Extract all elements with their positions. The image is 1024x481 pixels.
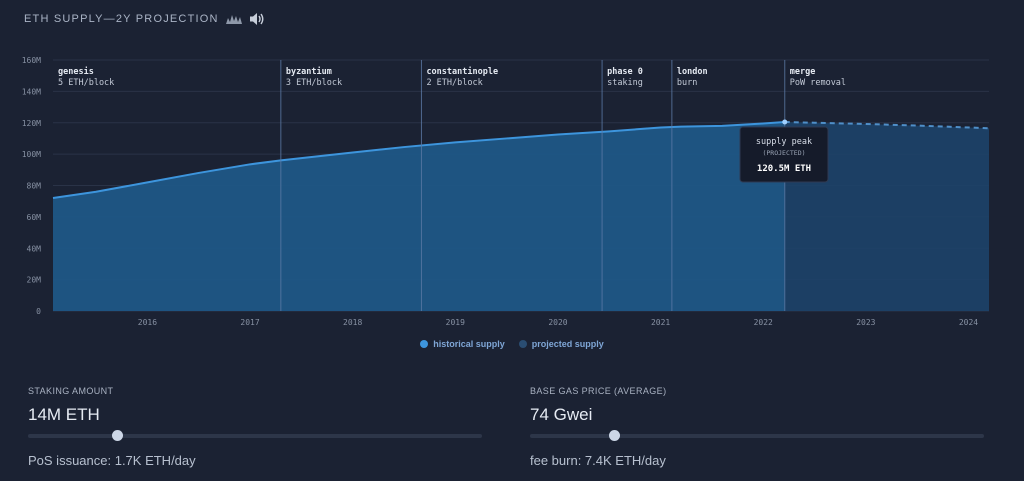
staking-control: STAKING AMOUNT 14M ETH PoS issuance: 1.7…	[28, 386, 482, 468]
fee-burn-text: fee burn: 7.4K ETH/day	[530, 453, 666, 468]
chart-legend: historical supply projected supply	[0, 339, 1024, 349]
legend-swatch-historical	[420, 340, 429, 348]
projected-area	[784, 121, 989, 311]
projected-line	[784, 120, 990, 130]
gas-control: BASE GAS PRICE (AVERAGE) 74 Gwei fee bur…	[530, 386, 984, 468]
annotation-line-3: 120.5M ETH	[757, 164, 811, 174]
x-tick-label: 2018	[343, 318, 362, 327]
event-detail: 2 ETH/block	[426, 78, 482, 88]
chart-wave-icon	[225, 13, 243, 25]
legend-label-projected: projected supply	[531, 339, 604, 349]
x-tick-label: 2024	[959, 318, 978, 327]
event-detail: PoW removal	[790, 78, 846, 88]
gas-slider-thumb[interactable]	[608, 430, 620, 441]
gas-label: BASE GAS PRICE (AVERAGE)	[530, 386, 667, 396]
historical-area	[53, 121, 785, 311]
event-name: london	[677, 67, 708, 77]
event-detail: 5 ETH/block	[58, 78, 114, 88]
legend-item-historical[interactable]: historical supply	[420, 339, 505, 349]
y-tick-label: 60M	[27, 213, 42, 222]
gas-slider-track[interactable]	[530, 430, 984, 441]
staking-slider-track[interactable]	[28, 430, 482, 441]
event-detail: staking	[607, 78, 643, 88]
annotation-line-1: supply peak	[756, 137, 812, 147]
event-name: merge	[790, 67, 816, 77]
x-tick-label: 2021	[651, 318, 670, 327]
staking-slider-thumb[interactable]	[111, 430, 123, 441]
y-tick-label: 160M	[22, 56, 41, 65]
x-tick-label: 2022	[754, 318, 773, 327]
y-tick-label: 100M	[22, 150, 41, 159]
event-name: byzantium	[286, 66, 332, 77]
y-tick-label: 0	[36, 307, 41, 316]
y-tick-label: 20M	[27, 276, 42, 285]
event-detail: 3 ETH/block	[286, 78, 342, 88]
speaker-icon[interactable]	[249, 11, 265, 27]
historical-line	[52, 120, 785, 200]
pos-issuance-text: PoS issuance: 1.7K ETH/day	[28, 453, 196, 468]
x-tick-label: 2017	[240, 318, 259, 327]
gas-value: 74 Gwei	[530, 405, 593, 424]
legend-label-historical: historical supply	[433, 339, 505, 349]
legend-item-projected[interactable]: projected supply	[518, 339, 604, 349]
staking-value: 14M ETH	[28, 405, 100, 424]
y-tick-label: 120M	[22, 119, 41, 128]
y-tick-label: 140M	[22, 87, 41, 96]
event-detail: burn	[677, 78, 697, 88]
staking-label: STAKING AMOUNT	[28, 386, 114, 396]
chart-title: ETH SUPPLY—2Y PROJECTION	[24, 13, 219, 25]
annotation-box	[739, 126, 829, 183]
event-name: constantinople	[426, 66, 498, 77]
y-tick-label: 40M	[27, 244, 42, 253]
annotation-line-2: (PROJECTED)	[762, 149, 805, 157]
supply-chart: 0 20M 40M 60M 80M 100M 120M 140M 160M 2016 2017 201…	[22, 56, 990, 327]
x-tick-label: 2020	[548, 318, 567, 327]
event-name: phase 0	[607, 67, 643, 77]
x-tick-label: 2016	[138, 318, 157, 327]
legend-swatch-projected	[518, 340, 527, 348]
supply-peak-point	[782, 119, 788, 125]
y-tick-label: 80M	[27, 182, 42, 191]
x-tick-label: 2023	[856, 318, 875, 327]
x-tick-label: 2019	[446, 318, 465, 327]
event-name: genesis	[58, 66, 94, 77]
